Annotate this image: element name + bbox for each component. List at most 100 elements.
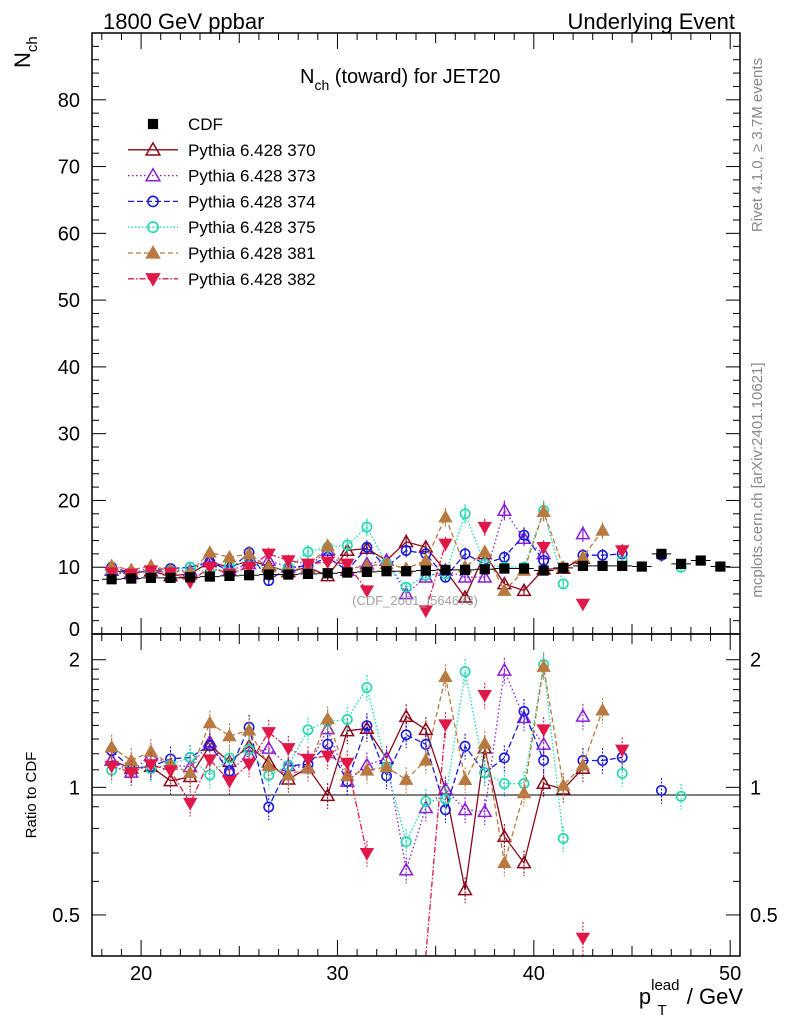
data-point [459, 508, 471, 520]
data-point [185, 572, 196, 583]
x-tick-label: 40 [523, 963, 545, 985]
data-point [497, 583, 512, 596]
data-point [143, 565, 159, 578]
ratio-line [111, 664, 564, 844]
svg-text:Nch: Nch [10, 36, 41, 68]
data-point [241, 546, 257, 560]
data-point [359, 720, 375, 735]
y-tick-label: 10 [58, 557, 80, 579]
header-left: 1800 GeV ppbar [103, 9, 264, 34]
data-point [558, 562, 569, 573]
main-title: Nch (toward) for JET20 [300, 66, 500, 93]
data-point [124, 767, 139, 780]
data-point [457, 589, 473, 603]
y-label-main: N [10, 52, 35, 68]
data-point [516, 855, 532, 869]
x-label-main: p [639, 984, 651, 1009]
data-point [144, 141, 162, 156]
y-tick-label: 70 [58, 157, 80, 179]
data-point [243, 744, 255, 756]
data-point [616, 767, 628, 779]
data-point [477, 736, 492, 749]
ratio-series-pythia-6-428-381 [104, 654, 610, 877]
data-point [636, 561, 647, 572]
ratio-ticks: 0.5 0.5 1 1 2 2 [52, 650, 778, 957]
data-point [202, 715, 218, 729]
data-point [281, 767, 296, 781]
data-point [614, 744, 630, 758]
legend-label: CDF [188, 115, 223, 134]
title-sub: ch [314, 77, 329, 93]
data-point [538, 565, 549, 576]
data-point [342, 567, 353, 578]
data-point [224, 570, 235, 582]
ratio-line [425, 724, 447, 957]
data-point [496, 828, 512, 843]
data-point [261, 548, 276, 562]
data-point [597, 755, 609, 766]
data-point [147, 221, 159, 234]
data-point [538, 754, 550, 766]
y-label-sub: ch [24, 36, 41, 52]
data-point [516, 785, 532, 799]
data-point [459, 548, 471, 560]
data-point [381, 566, 392, 577]
data-point [281, 555, 296, 568]
data-point [516, 709, 532, 724]
data-point [361, 566, 373, 577]
y-tick-label: 60 [58, 223, 80, 245]
data-point [398, 772, 414, 785]
y-tick-label: 80 [58, 90, 80, 112]
data-point [145, 572, 157, 584]
ratio-tick-label-right: 1 [750, 777, 761, 799]
y-tick-label: 30 [58, 424, 80, 446]
data-point [438, 719, 453, 732]
ratio-line [111, 667, 545, 871]
data-point [477, 689, 492, 703]
y-tick-label: 50 [58, 290, 80, 312]
data-point [400, 729, 412, 741]
data-point [300, 558, 316, 572]
data-point [302, 546, 314, 558]
data-point [617, 560, 628, 571]
data-point [499, 563, 510, 574]
legend-label: Pythia 6.428 382 [188, 270, 316, 289]
data-point [557, 832, 569, 844]
series-cdf [101, 548, 731, 585]
plot-series [101, 500, 731, 618]
data-point [457, 882, 473, 896]
data-point [556, 778, 571, 791]
data-point [457, 801, 473, 816]
data-point [575, 757, 591, 771]
data-point [438, 669, 453, 683]
data-point [243, 570, 255, 581]
data-point [418, 553, 434, 566]
data-point [575, 932, 591, 946]
data-point [204, 571, 215, 582]
data-point [438, 509, 453, 523]
data-point [557, 578, 569, 590]
data-point [222, 728, 237, 742]
data-point [675, 558, 687, 569]
data-point [320, 750, 335, 764]
data-point [459, 666, 471, 678]
main-y-label: Nch [10, 36, 41, 68]
data-point [322, 738, 334, 750]
data-point [223, 752, 235, 764]
data-point [145, 245, 161, 259]
ratio-panel-frame [91, 633, 741, 957]
data-point [341, 714, 353, 725]
data-point [202, 545, 218, 558]
data-point [498, 752, 510, 764]
legend-item: CDF [147, 115, 223, 134]
data-point [182, 797, 198, 811]
data-point [715, 561, 726, 572]
ratio-line [111, 666, 604, 864]
data-point [283, 569, 294, 580]
x-tick-label: 30 [326, 963, 348, 985]
data-point [320, 787, 336, 802]
data-point [536, 775, 552, 789]
y-tick-label: 20 [58, 490, 80, 512]
data-point [595, 702, 610, 716]
